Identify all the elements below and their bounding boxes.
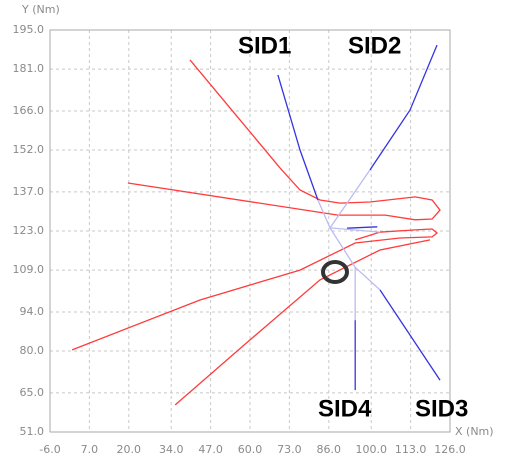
circle-marker [321, 260, 349, 284]
sid-label: SID3 [415, 395, 468, 422]
x-axis-label: X (Nm) [455, 425, 494, 438]
y-tick-label: 94.0 [20, 305, 45, 318]
x-tick-label: 126.0 [434, 443, 466, 456]
y-axis-label: Y (Nm) [21, 3, 60, 16]
plot-frame [49, 29, 451, 433]
y-tick-label: 65.0 [20, 386, 45, 399]
x-tick-label: -6.0 [39, 443, 60, 456]
sid-label: SID4 [318, 395, 372, 422]
x-tick-label: 20.0 [117, 443, 142, 456]
x-tick-label: 7.0 [81, 443, 99, 456]
y-tick-label: 152.0 [13, 143, 45, 156]
y-tick-label: 181.0 [13, 62, 45, 75]
sid-label: SID2 [348, 32, 401, 59]
sid-label: SID1 [238, 32, 291, 59]
x-tick-label: 100.0 [355, 443, 387, 456]
x-tick-label: 34.0 [159, 443, 184, 456]
x-tick-label: 47.0 [198, 443, 223, 456]
x-tick-label: 73.0 [277, 443, 302, 456]
trajectory-line [71, 59, 441, 406]
y-tick-label: 166.0 [13, 104, 45, 117]
trajectory-line [277, 44, 441, 391]
y-tick-label: 51.0 [20, 425, 45, 438]
trajectory-line [317, 169, 381, 321]
x-tick-label: 86.0 [317, 443, 342, 456]
y-tick-label: 195.0 [13, 23, 45, 36]
y-tick-label: 80.0 [20, 344, 45, 357]
x-tick-label: 60.0 [238, 443, 263, 456]
x-tick-label: 113.0 [395, 443, 427, 456]
y-tick-label: 137.0 [13, 185, 45, 198]
y-tick-label: 123.0 [13, 224, 45, 237]
y-tick-label: 109.0 [13, 263, 45, 276]
